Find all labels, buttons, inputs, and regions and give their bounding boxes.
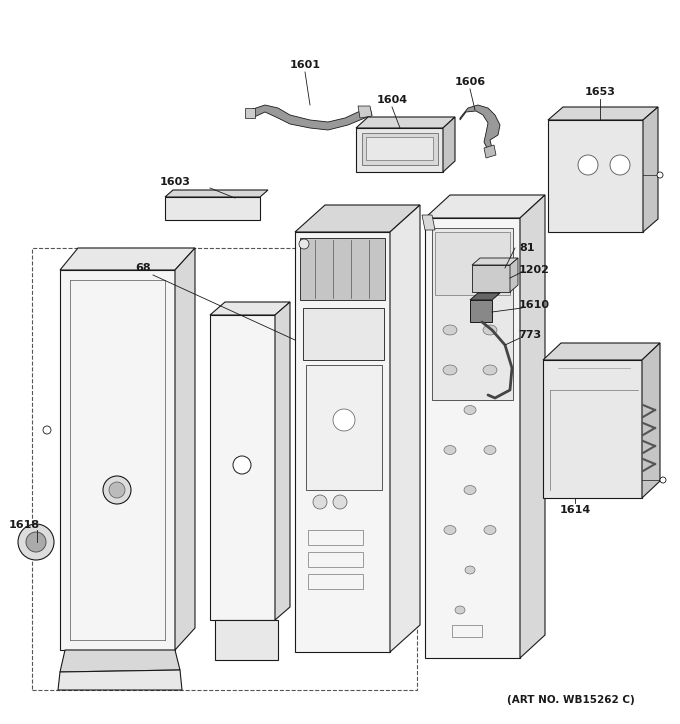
- Ellipse shape: [484, 445, 496, 455]
- Text: 1604: 1604: [377, 95, 407, 105]
- Ellipse shape: [483, 325, 497, 335]
- Polygon shape: [460, 105, 500, 150]
- Polygon shape: [366, 137, 433, 160]
- Ellipse shape: [443, 365, 457, 375]
- Ellipse shape: [455, 606, 465, 614]
- Text: (ART NO. WB15262 C): (ART NO. WB15262 C): [507, 695, 635, 705]
- Circle shape: [18, 524, 54, 560]
- Polygon shape: [548, 107, 658, 120]
- Text: 1653: 1653: [585, 87, 615, 97]
- Polygon shape: [295, 232, 390, 652]
- Text: 1202: 1202: [519, 265, 549, 275]
- Polygon shape: [510, 258, 518, 292]
- Polygon shape: [60, 270, 175, 650]
- Polygon shape: [295, 205, 420, 232]
- Circle shape: [313, 495, 327, 509]
- Text: 1606: 1606: [454, 77, 486, 87]
- Polygon shape: [435, 232, 510, 295]
- Circle shape: [578, 155, 598, 175]
- Ellipse shape: [465, 566, 475, 574]
- Polygon shape: [443, 117, 455, 172]
- Bar: [308, 530, 363, 545]
- Circle shape: [109, 482, 125, 498]
- Polygon shape: [306, 365, 382, 490]
- Text: 81: 81: [520, 243, 534, 253]
- Polygon shape: [520, 195, 545, 658]
- Polygon shape: [210, 315, 275, 620]
- Polygon shape: [60, 650, 180, 672]
- Polygon shape: [60, 248, 195, 270]
- Polygon shape: [175, 248, 195, 650]
- Text: 1603: 1603: [160, 177, 190, 187]
- Ellipse shape: [464, 405, 476, 415]
- Polygon shape: [390, 205, 420, 652]
- Text: 68: 68: [135, 263, 151, 273]
- Polygon shape: [165, 197, 260, 220]
- Polygon shape: [356, 128, 443, 172]
- Text: 1610: 1610: [518, 300, 549, 310]
- Text: 1601: 1601: [290, 60, 320, 70]
- Polygon shape: [643, 107, 658, 232]
- Polygon shape: [215, 620, 278, 660]
- Text: 773: 773: [518, 330, 541, 340]
- Polygon shape: [300, 238, 385, 300]
- Ellipse shape: [443, 325, 457, 335]
- Polygon shape: [210, 302, 290, 315]
- Circle shape: [610, 155, 630, 175]
- Bar: [308, 574, 363, 589]
- Polygon shape: [470, 300, 492, 322]
- Circle shape: [233, 456, 251, 474]
- Circle shape: [299, 239, 309, 249]
- Bar: [452, 625, 482, 637]
- Circle shape: [333, 409, 355, 431]
- Polygon shape: [472, 258, 518, 265]
- Text: 1618: 1618: [8, 520, 39, 530]
- Polygon shape: [425, 218, 520, 658]
- Polygon shape: [356, 117, 455, 128]
- Polygon shape: [425, 195, 545, 218]
- Polygon shape: [472, 265, 510, 292]
- Polygon shape: [548, 120, 643, 232]
- Polygon shape: [432, 228, 513, 400]
- Text: 1614: 1614: [560, 505, 591, 515]
- Polygon shape: [58, 670, 182, 690]
- Polygon shape: [543, 360, 642, 498]
- Ellipse shape: [483, 365, 497, 375]
- Ellipse shape: [444, 526, 456, 534]
- Polygon shape: [543, 343, 660, 360]
- Polygon shape: [422, 215, 435, 230]
- Polygon shape: [165, 190, 268, 197]
- Polygon shape: [484, 145, 496, 158]
- Polygon shape: [642, 343, 660, 498]
- Polygon shape: [362, 133, 438, 165]
- Polygon shape: [245, 108, 255, 118]
- Circle shape: [333, 495, 347, 509]
- Circle shape: [660, 477, 666, 483]
- Ellipse shape: [484, 526, 496, 534]
- Polygon shape: [470, 293, 500, 300]
- Circle shape: [26, 532, 46, 552]
- Polygon shape: [248, 105, 372, 130]
- Polygon shape: [275, 302, 290, 620]
- Circle shape: [657, 172, 663, 178]
- Polygon shape: [303, 308, 384, 360]
- Bar: [32, 248, 417, 690]
- Circle shape: [43, 426, 51, 434]
- Ellipse shape: [464, 486, 476, 494]
- Bar: [308, 552, 363, 567]
- Polygon shape: [358, 106, 372, 118]
- Circle shape: [103, 476, 131, 504]
- Ellipse shape: [444, 445, 456, 455]
